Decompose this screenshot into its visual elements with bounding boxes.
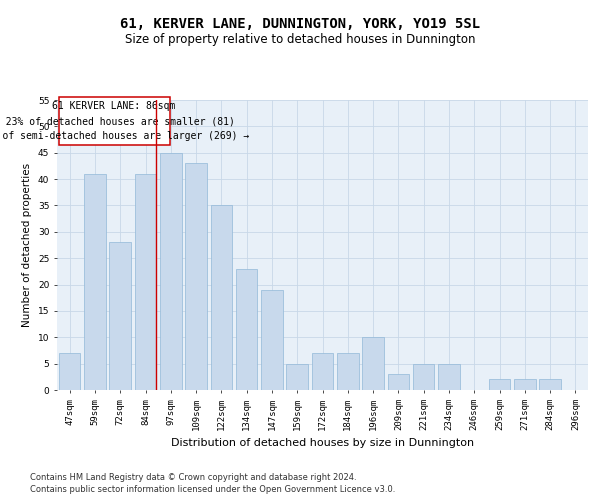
Bar — [160, 152, 182, 390]
Bar — [362, 338, 384, 390]
Bar — [413, 364, 434, 390]
Text: Size of property relative to detached houses in Dunnington: Size of property relative to detached ho… — [125, 32, 475, 46]
Bar — [236, 268, 257, 390]
Bar — [539, 380, 561, 390]
Bar — [489, 380, 510, 390]
Bar — [59, 98, 170, 145]
Text: 61 KERVER LANE: 86sqm
← 23% of detached houses are smaller (81)
76% of semi-deta: 61 KERVER LANE: 86sqm ← 23% of detached … — [0, 102, 249, 141]
Y-axis label: Number of detached properties: Number of detached properties — [22, 163, 32, 327]
Bar — [211, 206, 232, 390]
Bar — [312, 353, 333, 390]
Bar — [261, 290, 283, 390]
Bar — [514, 380, 536, 390]
Bar — [59, 353, 80, 390]
Text: 61, KERVER LANE, DUNNINGTON, YORK, YO19 5SL: 61, KERVER LANE, DUNNINGTON, YORK, YO19 … — [120, 18, 480, 32]
Bar — [337, 353, 359, 390]
Bar — [109, 242, 131, 390]
Bar — [438, 364, 460, 390]
Text: Contains HM Land Registry data © Crown copyright and database right 2024.: Contains HM Land Registry data © Crown c… — [30, 472, 356, 482]
Bar — [388, 374, 409, 390]
Bar — [84, 174, 106, 390]
Bar — [185, 164, 207, 390]
Bar — [286, 364, 308, 390]
Bar — [135, 174, 156, 390]
X-axis label: Distribution of detached houses by size in Dunnington: Distribution of detached houses by size … — [171, 438, 474, 448]
Text: Contains public sector information licensed under the Open Government Licence v3: Contains public sector information licen… — [30, 485, 395, 494]
